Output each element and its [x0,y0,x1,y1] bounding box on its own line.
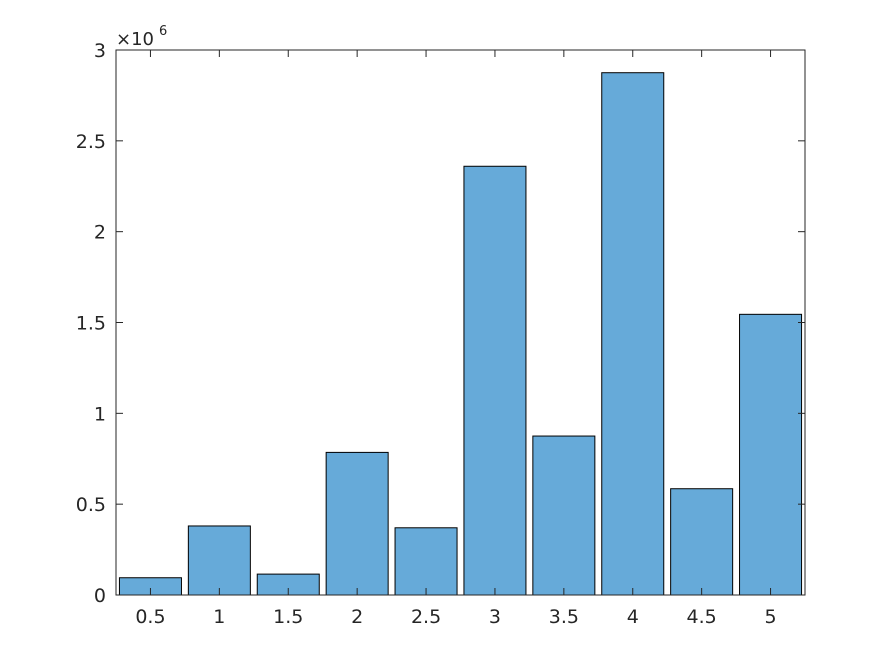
y-tick-label-0: 0 [94,585,106,607]
x-tick-label-0.5: 0.5 [135,606,165,628]
axes-group [115,49,806,596]
y-exponent-base: ×10 [116,29,154,50]
x-tick-label-4: 4 [627,606,639,628]
x-tick-label-2: 2 [351,606,363,628]
bar-1 [187,525,251,596]
bar-2 [325,451,389,596]
x-tick-label-1: 1 [213,606,225,628]
bar-4 [601,72,665,596]
bar-4.5 [670,488,734,596]
bar-3.5 [532,435,596,596]
x-tick-label-3: 3 [489,606,501,628]
y-tick-label-1.5: 1.5 [76,313,106,335]
bar-2.5 [394,527,458,596]
bars-group [118,72,803,596]
x-tick-label-5: 5 [765,606,777,628]
y-tick-label-0.5: 0.5 [76,494,106,516]
x-tick-label-4.5: 4.5 [687,606,717,628]
x-tick-label-2.5: 2.5 [411,606,441,628]
bar-5 [739,313,803,596]
y-tick-label-2: 2 [94,222,106,244]
bar-3 [463,165,527,596]
y-exponent-power: 6 [159,24,167,39]
y-tick-label-1: 1 [94,403,106,425]
y-tick-label-3: 3 [94,40,106,62]
tick-labels-group: 0.5 1 1.5 2 2.5 3 3.5 4 4.5 5 0 0.5 1 1.5 2 2.5 3 [76,40,777,628]
y-tick-label-2.5: 2.5 [76,131,106,153]
x-tick-label-1.5: 1.5 [273,606,303,628]
x-tick-label-3.5: 3.5 [549,606,579,628]
